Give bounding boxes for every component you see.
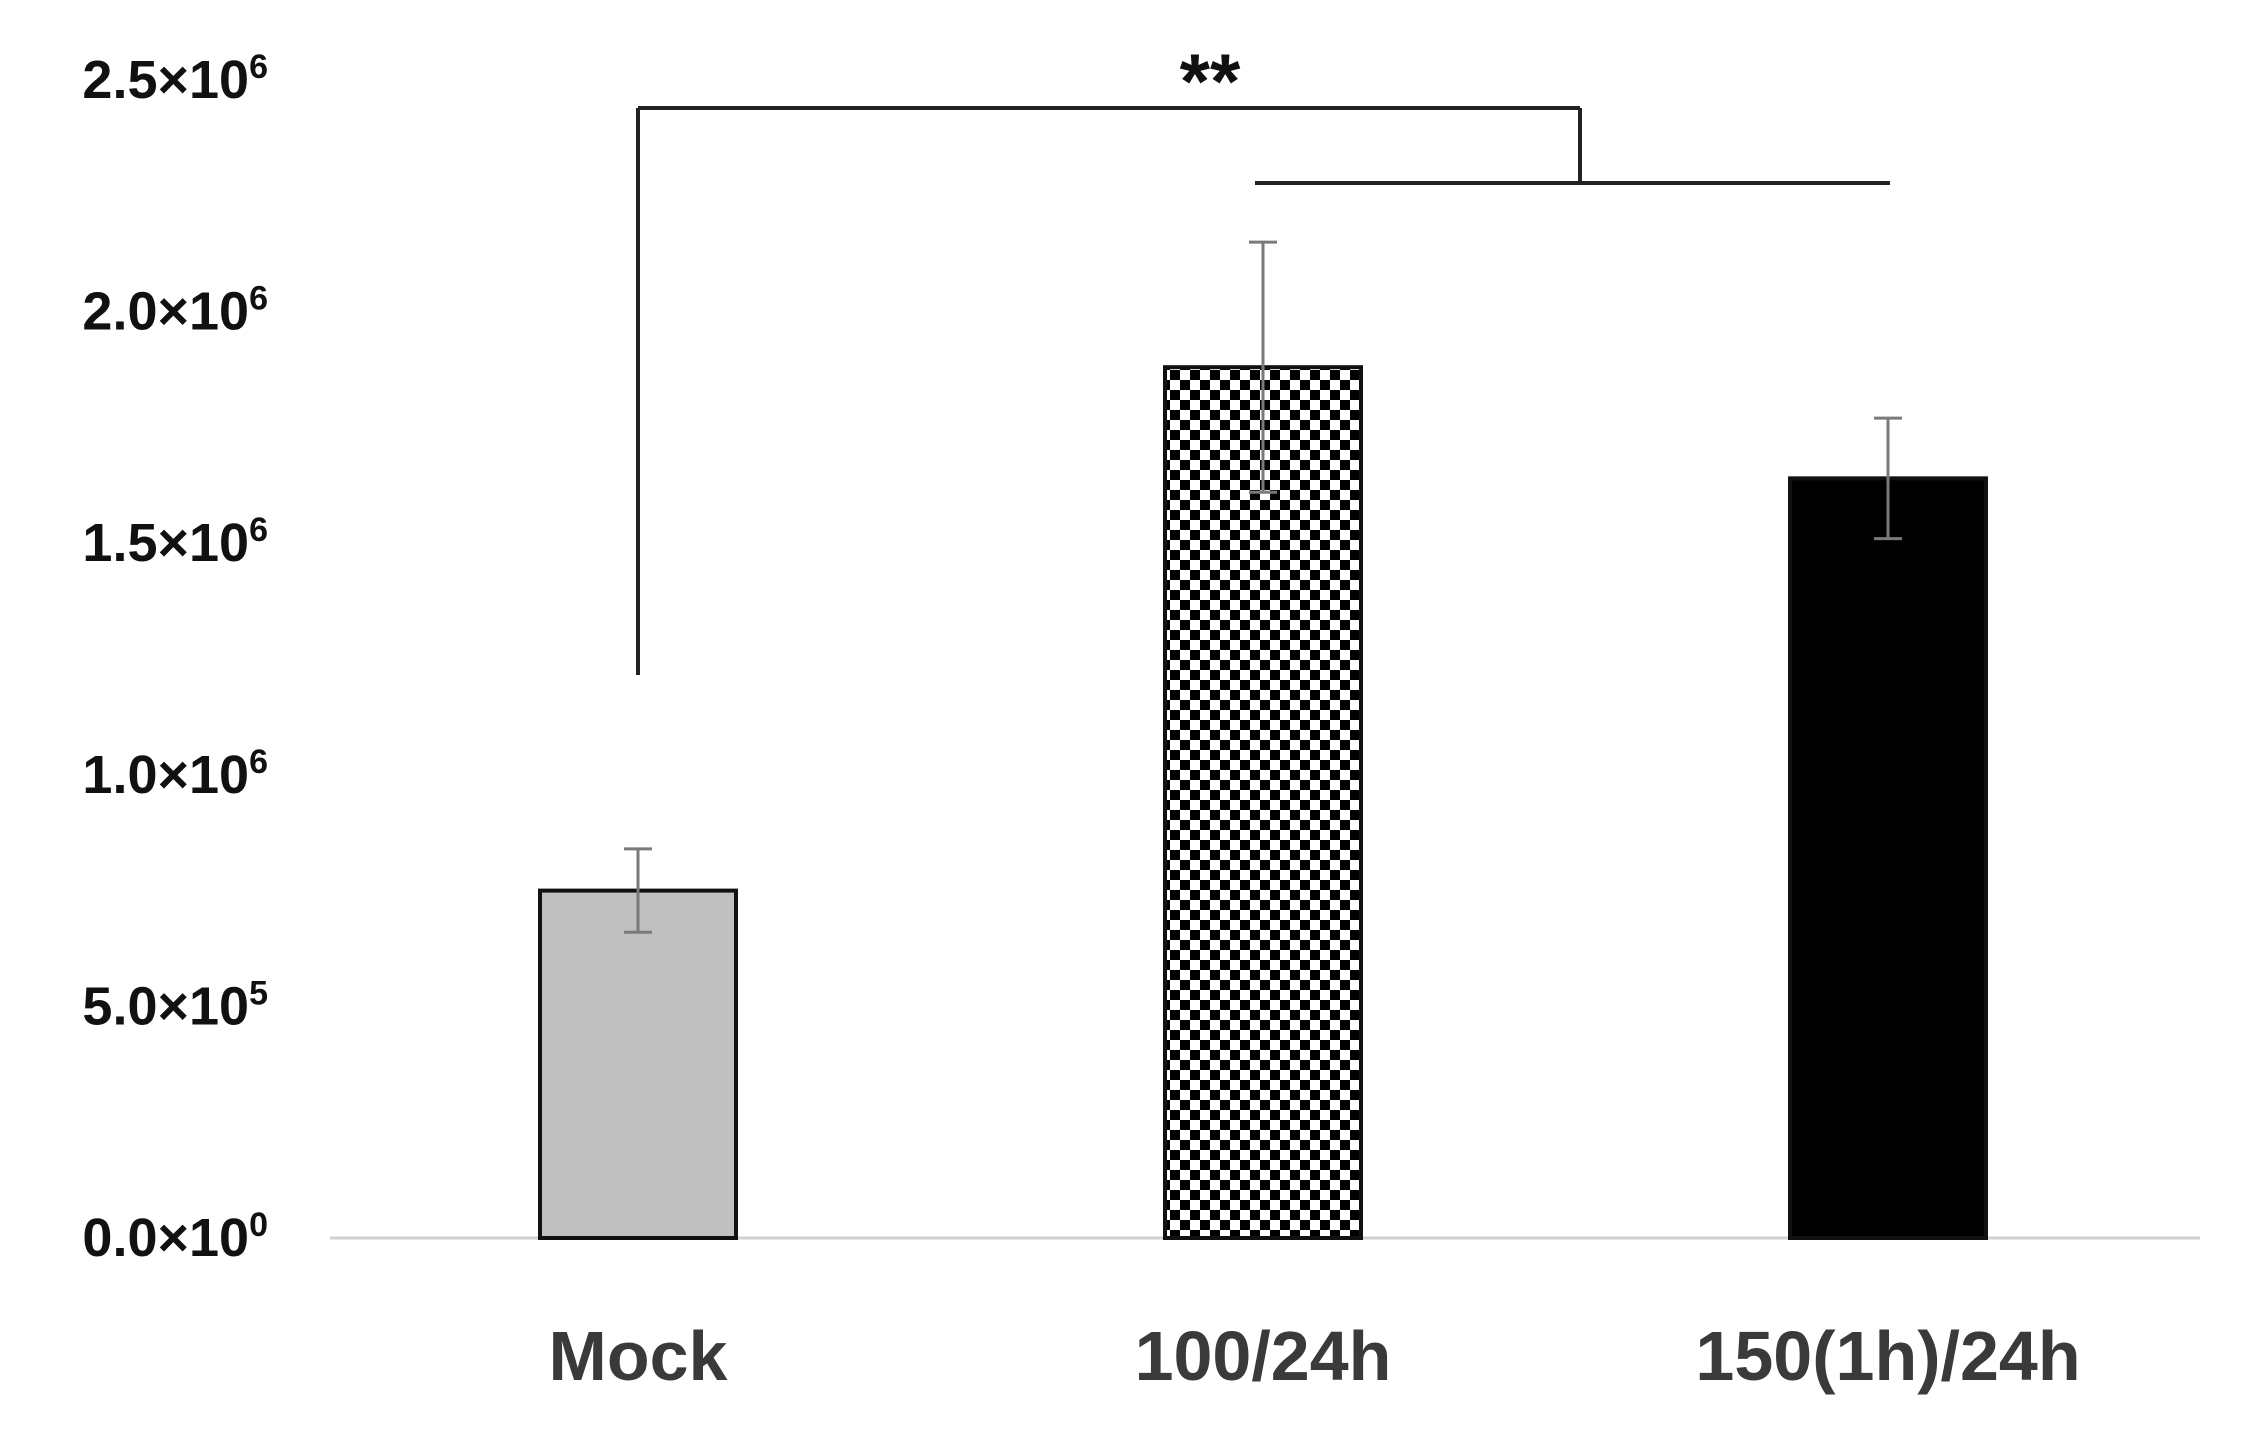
bar-2 <box>1163 365 1363 1240</box>
category-label: 100/24h <box>1135 1317 1392 1395</box>
category-label: 150(1h)/24h <box>1695 1317 2080 1395</box>
category-label: Mock <box>549 1317 728 1395</box>
y-axis-ticks: 0.0×100 5.0×105 1.0×106 1.5×106 2.0×106 2.5×1… <box>82 48 268 1268</box>
y-tick-label: 1.5×106 <box>82 511 268 573</box>
category-labels: Mock 100/24h 150(1h)/24h <box>549 1317 2081 1395</box>
error-bar-1 <box>624 847 652 934</box>
y-tick-label: 2.0×106 <box>82 280 268 342</box>
y-tick-label: 2.5×106 <box>82 48 268 110</box>
significance-lines <box>636 106 1890 675</box>
y-tick-label: 1.0×106 <box>82 743 268 805</box>
significance-bracket: ** <box>636 37 1890 675</box>
y-tick-label: 0.0×100 <box>82 1206 268 1268</box>
y-tick-label: 5.0×105 <box>82 974 268 1036</box>
significance-label: ** <box>1180 37 1241 125</box>
error-bar-3 <box>1874 416 1902 541</box>
bar-1 <box>538 888 738 1240</box>
error-bars <box>624 240 1902 934</box>
bars <box>538 365 1988 1240</box>
error-bar-2 <box>1249 240 1277 494</box>
bar-3 <box>1788 476 1988 1240</box>
